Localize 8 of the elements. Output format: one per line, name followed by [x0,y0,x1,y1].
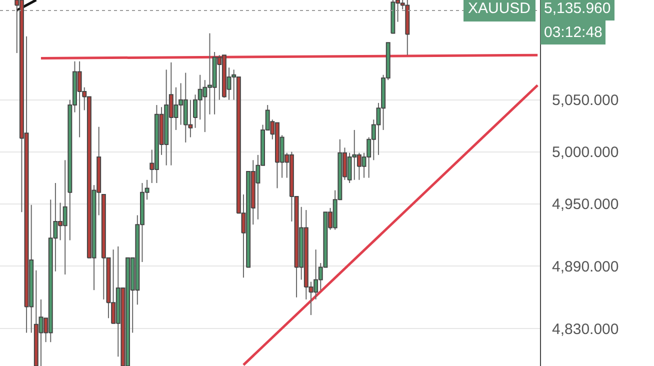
y-tick-label: 5,000.000 [552,144,619,162]
y-tick-label: 4,890.000 [552,258,619,276]
ref-line-label: 5,135.960 [544,0,611,17]
y-tick-label: 5,050.000 [552,92,619,110]
y-tick-label: 4,830.000 [552,320,619,338]
y-tick-label: 4,950.000 [552,196,619,214]
text: 03:12:48 [544,24,602,41]
annotation: XAUUSD [468,0,531,17]
